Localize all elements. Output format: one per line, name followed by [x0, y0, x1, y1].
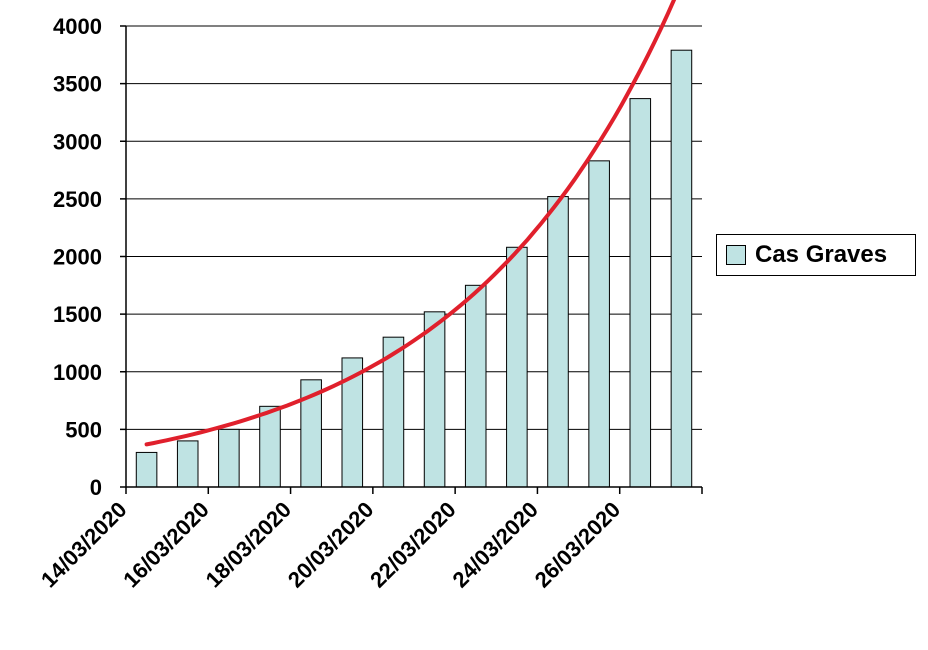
bar [464, 284, 487, 488]
y-tick-label: 3000 [53, 129, 102, 154]
legend: Cas Graves [716, 234, 916, 276]
y-tick-label: 4000 [53, 14, 102, 39]
bar [588, 160, 610, 488]
trendline [144, 0, 677, 447]
x-tick-labels: 14/03/202016/03/202018/03/202020/03/2020… [36, 497, 625, 593]
y-tick-labels: 0 500 1000 1500 2000 2500 3000 3500 4000 [53, 14, 102, 500]
bar [259, 405, 281, 488]
x-tick-label: 26/03/2020 [530, 497, 626, 593]
legend-label: Cas Graves [755, 241, 888, 268]
x-tick-label: 22/03/2020 [365, 497, 461, 593]
gridlines [126, 25, 702, 430]
bar [547, 196, 569, 488]
bar [423, 311, 446, 488]
y-tick-label: 1000 [53, 360, 102, 385]
x-tick-label: 16/03/2020 [118, 497, 214, 593]
y-tick-label: 1500 [53, 302, 102, 327]
legend-swatch [726, 245, 746, 265]
bar [629, 98, 652, 488]
x-tick-label: 18/03/2020 [201, 497, 297, 593]
bars [135, 49, 693, 488]
x-tick-label: 24/03/2020 [447, 497, 543, 593]
y-tick-label: 0 [90, 475, 102, 500]
axes [120, 25, 703, 494]
y-tick-label: 3500 [53, 72, 102, 97]
y-tick-label: 2000 [53, 245, 102, 270]
x-tick-label: 20/03/2020 [283, 497, 379, 593]
bar [670, 49, 693, 488]
y-tick-label: 500 [65, 417, 102, 442]
bar [135, 451, 158, 488]
bar [218, 428, 240, 488]
bar [176, 440, 199, 488]
y-tick-label: 2500 [53, 187, 102, 212]
x-tick-label: 14/03/2020 [36, 497, 132, 593]
bar [506, 246, 528, 488]
